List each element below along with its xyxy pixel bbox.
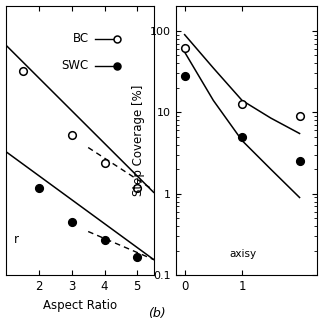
Text: BC: BC — [73, 32, 89, 45]
Text: r: r — [14, 233, 19, 246]
Text: (b): (b) — [148, 307, 166, 320]
Text: SWC: SWC — [61, 59, 89, 72]
Text: axisy: axisy — [229, 249, 257, 259]
X-axis label: Aspect Ratio: Aspect Ratio — [43, 299, 117, 312]
Y-axis label: Step Coverage [%]: Step Coverage [%] — [132, 85, 145, 196]
